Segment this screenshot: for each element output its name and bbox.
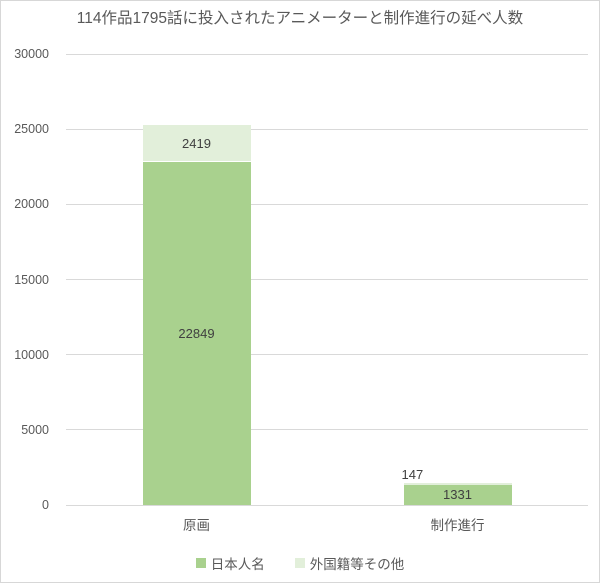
gridline bbox=[66, 128, 588, 130]
legend-label: 日本人名 bbox=[210, 557, 265, 572]
gridline bbox=[66, 429, 588, 431]
x-axis-category-label: 制作進行 bbox=[430, 518, 485, 533]
bar-segment bbox=[403, 482, 512, 485]
x-axis-category-label: 原画 bbox=[183, 518, 210, 533]
bar-segment bbox=[403, 484, 512, 505]
y-axis-tick-label: 15000 bbox=[14, 272, 49, 287]
data-label: 1331 bbox=[443, 487, 472, 503]
gridline bbox=[66, 279, 588, 280]
legend: 日本人名 外国籍等その他 bbox=[1, 553, 599, 573]
bar-segment bbox=[142, 125, 251, 162]
y-axis-tick-label: 20000 bbox=[14, 197, 49, 212]
y-axis-tick-label: 5000 bbox=[21, 422, 49, 437]
y-axis-tick-label: 10000 bbox=[14, 347, 49, 362]
legend-label: 外国籍等その他 bbox=[309, 557, 405, 572]
gridline bbox=[66, 203, 588, 205]
data-label: 22849 bbox=[178, 325, 215, 341]
y-axis-tick-label: 25000 bbox=[14, 122, 49, 137]
legend-item: 外国籍等その他 bbox=[294, 553, 405, 573]
bar-segment bbox=[142, 161, 251, 505]
gridline bbox=[66, 354, 588, 356]
gridline bbox=[66, 53, 588, 55]
data-label: 147 bbox=[401, 466, 424, 482]
y-axis-tick-label: 0 bbox=[42, 498, 49, 512]
chart-title: 114作品1795話に投入されたアニメーターと制作進行の延べ人数 bbox=[76, 10, 524, 27]
y-axis-tick-label: 30000 bbox=[14, 47, 49, 61]
data-label: 2419 bbox=[182, 135, 211, 151]
legend-swatch-icon bbox=[294, 558, 305, 568]
legend-item: 日本人名 bbox=[195, 553, 265, 573]
gridline bbox=[66, 504, 588, 506]
legend-swatch-icon bbox=[195, 558, 206, 568]
